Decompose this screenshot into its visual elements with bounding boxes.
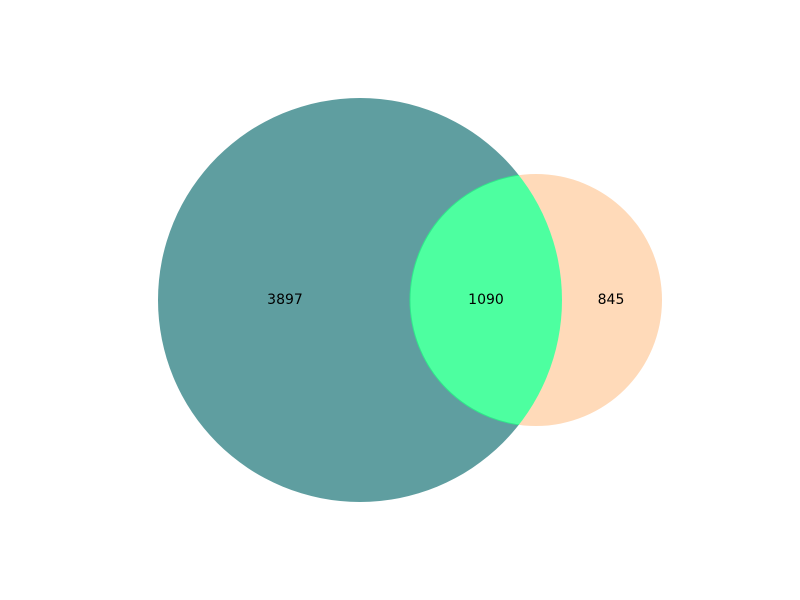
left-only-count: 3897 (267, 292, 303, 308)
right-only-count: 845 (598, 292, 625, 308)
intersection-count: 1090 (468, 292, 504, 308)
